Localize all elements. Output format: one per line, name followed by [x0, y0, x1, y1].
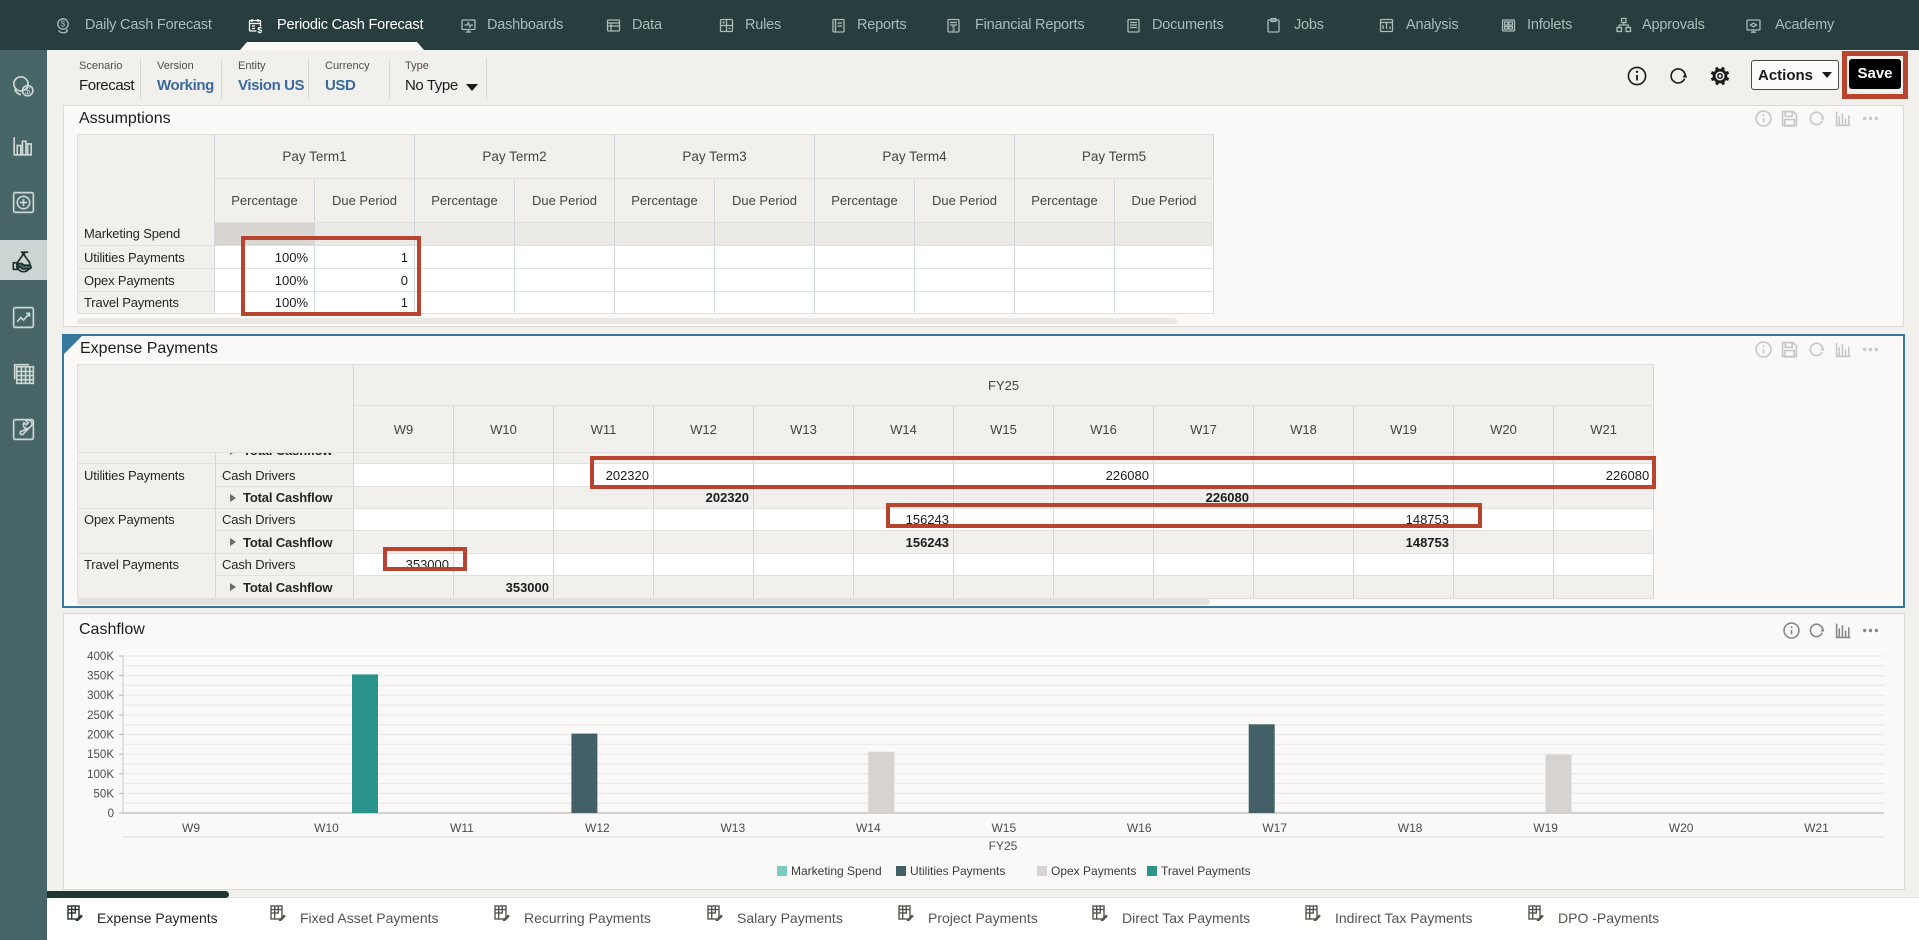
svg-text:100K: 100K — [87, 769, 114, 781]
svg-text:W13: W13 — [720, 821, 745, 835]
svg-text:150K: 150K — [87, 749, 114, 761]
svg-text:W15: W15 — [991, 821, 1016, 835]
svg-text:W20: W20 — [1669, 821, 1694, 835]
svg-text:Travel Payments: Travel Payments — [1161, 864, 1251, 878]
svg-text:W16: W16 — [1127, 821, 1152, 835]
svg-text:400K: 400K — [87, 651, 114, 663]
svg-text:200K: 200K — [87, 730, 114, 742]
svg-text:250K: 250K — [87, 710, 114, 722]
svg-text:W18: W18 — [1398, 821, 1423, 835]
svg-text:300K: 300K — [87, 690, 114, 702]
svg-text:W19: W19 — [1533, 821, 1558, 835]
svg-text:W9: W9 — [182, 821, 200, 835]
svg-text:Utilities Payments: Utilities Payments — [910, 864, 1005, 878]
svg-text:350K: 350K — [87, 671, 114, 683]
svg-text:$: $ — [952, 26, 956, 33]
svg-text:W17: W17 — [1262, 821, 1287, 835]
svg-text:50K: 50K — [94, 788, 115, 800]
svg-text:$: $ — [61, 20, 66, 29]
svg-text:W11: W11 — [450, 821, 474, 835]
svg-text:Opex Payments: Opex Payments — [1051, 864, 1136, 878]
svg-text:$: $ — [257, 25, 262, 34]
svg-text:W10: W10 — [314, 821, 339, 835]
svg-text:W21: W21 — [1804, 821, 1829, 835]
svg-text:FY25: FY25 — [989, 839, 1018, 853]
svg-text:W14: W14 — [856, 821, 881, 835]
svg-text:Marketing Spend: Marketing Spend — [791, 864, 882, 878]
svg-text:0: 0 — [108, 808, 114, 820]
svg-text:$: $ — [25, 86, 31, 97]
svg-text:W12: W12 — [585, 821, 610, 835]
